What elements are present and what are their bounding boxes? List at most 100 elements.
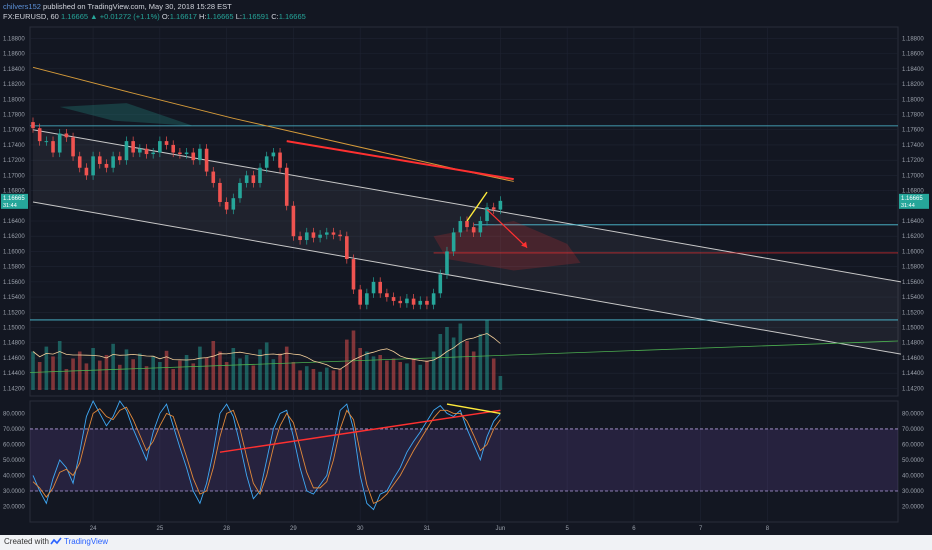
y-tick-label-right: 1.14400 [902,371,924,377]
x-tick-label: 25 [157,526,164,532]
countdown-right: 31:44 [901,203,915,209]
y-tick-label-right: 1.18200 [902,82,924,88]
y-tick-label-right: 1.18800 [902,36,924,42]
stoch-tick-left: 70.0000 [3,427,25,433]
x-tick-label: 31 [424,526,431,532]
stoch-red-trend [219,409,501,453]
volume-bar [291,362,296,390]
volume-bar [491,358,496,390]
candle-body [144,148,149,155]
tradingview-brand[interactable]: TradingView [64,537,109,546]
stoch-tick-right: 60.0000 [902,442,924,448]
x-tick-label: 6 [632,526,636,532]
candle-body [124,141,129,161]
volume-bar [84,363,89,390]
y-tick-label-left: 1.17800 [3,112,25,118]
channel-lower-line [32,201,902,355]
last-price: 1.16665 [60,12,89,21]
candle-body [304,232,309,241]
volume-bar [44,346,49,390]
volume-bar [284,346,289,390]
volume-bar [338,369,342,390]
candle-body [318,234,322,238]
candle-body [465,221,469,228]
stoch-tick-left: 30.0000 [3,489,25,495]
symbol-info: FX:EURUSD, 60 1.16665 ▲ +0.01272 (+1.1%)… [3,12,306,22]
y-tick-label-right: 1.15600 [902,280,924,286]
close-value: 1.16665 [278,12,306,21]
x-tick-label: 29 [290,526,297,532]
y-tick-label-left: 1.18400 [3,67,25,73]
candle-body [138,148,142,153]
candle-body [244,175,249,183]
volume-bar [391,358,396,390]
volume-bar [425,360,429,390]
stoch-tick-right: 70.0000 [902,427,924,433]
y-tick-label-right: 1.17800 [902,112,924,118]
channel-fill [33,129,901,355]
y-tick-label-right: 1.14600 [902,356,924,362]
footer-bar: Created with TradingView [0,535,932,550]
candle-body [104,163,109,168]
y-tick-label-left: 1.18800 [3,36,25,42]
volume-trend-line [29,340,899,373]
candles-group [31,117,503,310]
author-link[interactable]: chilvers152 [3,2,41,11]
volume-bar [91,348,95,390]
y-tick-label-right: 1.15400 [902,295,924,301]
candle-body [151,152,155,155]
stoch-tick-right: 20.0000 [902,504,924,510]
stoch-band [30,428,898,491]
price-tag-left [1,193,28,209]
arrow-head-icon [521,241,528,248]
y-tick-label-left: 1.16400 [3,219,25,225]
candle-body [284,167,289,206]
candle-body [31,122,35,129]
y-tick-label-left: 1.15400 [3,295,25,301]
volume-bar [171,369,176,390]
candle-body [131,141,135,153]
candle-body [164,141,169,145]
candle-body [425,300,429,305]
candle-body [118,156,122,161]
volume-bar [278,353,282,390]
candle-body [211,171,216,183]
candle-body [291,205,296,237]
chart-canvas[interactable]: 24 25 28 29 30 31 Jun 5 6 7 8 1.18800 1.18800 1.18600… [0,0,932,535]
candle-body [351,259,356,290]
volume-bar [244,355,249,390]
countdown-left: 31:44 [3,203,17,209]
channel-upper-line [32,129,902,283]
stoch-d-line [32,406,501,505]
candle-body [331,232,336,235]
candle-body [37,128,42,142]
price-tag-right [899,193,929,209]
candle-body [378,281,382,294]
price-label-right: 1.16665 [901,196,923,202]
y-tick-label-left: 1.18000 [3,97,25,103]
candle-body [71,137,75,157]
candle-body [471,227,476,233]
x-tick-label: 28 [223,526,230,532]
candle-body [64,133,69,138]
volume-bar [198,346,202,390]
candle-body [405,298,409,304]
candle-body [57,133,62,153]
volume-bar [178,360,182,390]
volume-ma-line [32,333,501,370]
y-tick-label-right: 1.17400 [902,143,924,149]
candle-body [191,152,196,161]
y-tick-label-left: 1.14400 [3,371,25,377]
volume-bar [251,365,256,390]
volume-bar [431,351,436,390]
low-value: 1.16591 [241,12,270,21]
candle-body [271,152,276,157]
y-tick-label-right: 1.16000 [902,249,924,255]
candle-body [178,152,182,155]
symbol-name[interactable]: FX:EURUSD, 60 [3,12,59,21]
candle-body [311,232,316,238]
y-tick-label-left: 1.16000 [3,249,25,255]
volume-bar [298,370,302,390]
volume-bar [124,349,129,390]
up-arrow-icon: ▲ [90,12,98,21]
